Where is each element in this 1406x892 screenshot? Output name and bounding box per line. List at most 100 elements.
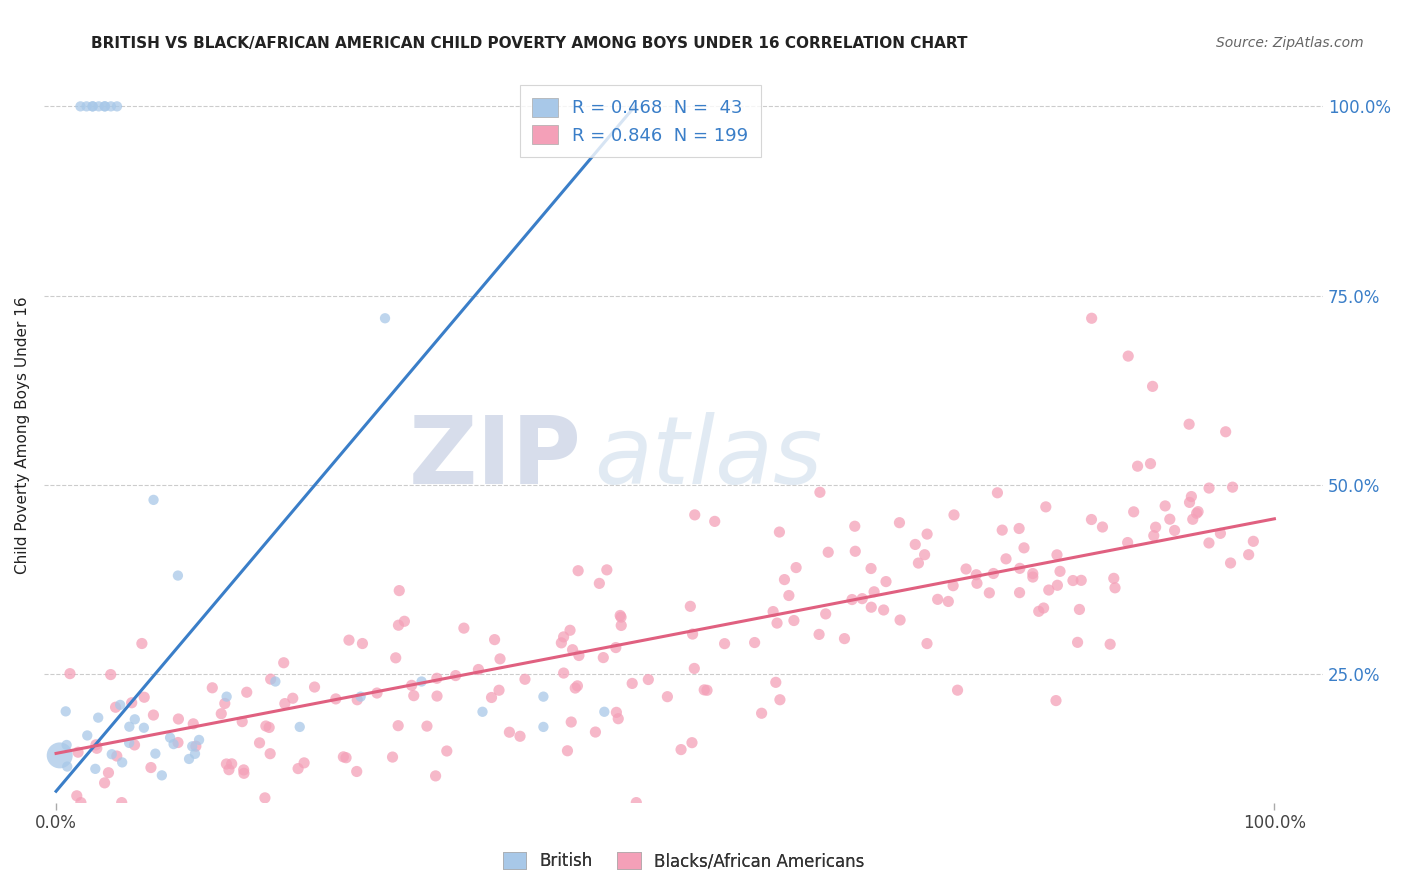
Point [48,748,70,763]
Point [94,99,117,113]
Point [184,747,207,761]
Point [209,706,232,721]
Point [232,763,254,777]
Point [744,635,766,649]
Point [67,745,90,759]
Point [1102,571,1125,585]
Point [1163,524,1185,538]
Point [1045,693,1067,707]
Point [592,650,614,665]
Point [484,632,506,647]
Point [965,567,987,582]
Point [841,592,863,607]
Point [142,492,165,507]
Point [568,648,591,663]
Point [703,515,725,529]
Point [111,796,134,810]
Point [249,736,271,750]
Point [1142,379,1164,393]
Point [610,610,633,624]
Point [188,733,211,747]
Point [132,721,155,735]
Point [875,574,897,589]
Point [713,637,735,651]
Point [808,627,831,641]
Point [1049,565,1071,579]
Point [214,697,236,711]
Point [696,683,718,698]
Point [904,537,927,551]
Point [259,747,281,761]
Point [1046,578,1069,592]
Point [100,99,122,113]
Point [1062,574,1084,588]
Point [215,756,238,771]
Point [1185,506,1208,520]
Point [679,599,702,614]
Point [955,562,977,576]
Point [778,589,800,603]
Point [1178,417,1201,432]
Point [264,674,287,689]
Point [471,705,494,719]
Point [605,640,627,655]
Point [59,666,82,681]
Point [657,690,679,704]
Point [513,673,536,687]
Point [509,729,531,743]
Point [1122,505,1144,519]
Point [332,749,354,764]
Point [425,769,447,783]
Point [118,720,141,734]
Point [583,725,606,739]
Point [1091,520,1114,534]
Point [366,686,388,700]
Point [1066,635,1088,649]
Point [82,99,104,113]
Point [97,765,120,780]
Point [387,719,409,733]
Point [145,747,167,761]
Point [221,756,243,771]
Point [769,692,792,706]
Point [531,690,554,704]
Point [907,556,929,570]
Point [481,690,503,705]
Point [426,671,449,685]
Point [100,747,122,762]
Point [1241,534,1264,549]
Point [681,736,703,750]
Point [201,681,224,695]
Point [596,563,619,577]
Point [416,719,439,733]
Point [467,663,489,677]
Point [991,523,1014,537]
Point [914,548,936,562]
Point [292,756,315,770]
Point [766,616,789,631]
Point [346,692,368,706]
Point [1187,505,1209,519]
Point [560,714,582,729]
Point [257,721,280,735]
Point [1104,581,1126,595]
Point [84,738,107,752]
Point [218,763,240,777]
Point [863,584,886,599]
Point [215,690,238,704]
Point [814,607,837,621]
Point [86,741,108,756]
Point [394,615,416,629]
Point [87,711,110,725]
Point [76,729,98,743]
Point [567,679,589,693]
Y-axis label: Child Poverty Among Boys Under 16: Child Poverty Among Boys Under 16 [15,297,30,574]
Point [1143,528,1166,542]
Point [139,760,162,774]
Point [610,618,633,632]
Point [765,675,787,690]
Legend: British, Blacks/African Americans: British, Blacks/African Americans [494,844,873,879]
Point [564,681,586,695]
Point [637,673,659,687]
Point [281,691,304,706]
